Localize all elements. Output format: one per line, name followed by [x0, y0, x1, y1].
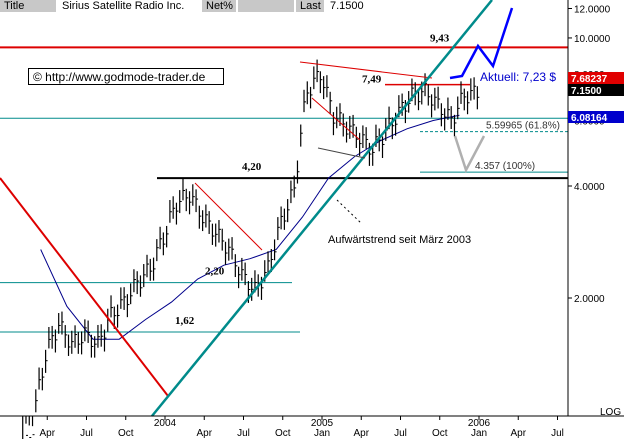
x-tick-label: Apr	[353, 428, 369, 439]
level-label: 4,20	[242, 161, 262, 173]
x-year-label: 2004	[154, 418, 177, 429]
level-label: 7,49	[362, 74, 382, 86]
x-tick-label: Jul	[394, 428, 407, 439]
x-tick-label: Oct	[432, 428, 448, 439]
y-tick-label: 2.0000	[574, 294, 605, 305]
price-badge	[568, 72, 624, 84]
current-price-annotation: Aktuell: 7,23 $	[480, 70, 556, 84]
price-badge	[568, 84, 624, 96]
last-label: Last	[296, 0, 324, 12]
watermark: © http://www.godmode-trader.de	[28, 68, 224, 85]
x-tick-label: Apr	[39, 428, 55, 439]
x-tick-label: Oct	[275, 428, 291, 439]
last-value: 7.1500	[326, 0, 392, 12]
price-badge-label: 7.68237	[571, 74, 608, 85]
fib-label: 5.59965 (61.8%)	[486, 121, 560, 132]
x-tick-label: Jul	[80, 428, 93, 439]
forecast-path	[449, 7, 514, 80]
downtrend-line	[0, 177, 169, 397]
x-tick-label: Jul	[237, 428, 250, 439]
title-value: Sirius Satellite Radio Inc.	[58, 0, 200, 12]
channel-line	[317, 147, 366, 159]
x-year-label: 2005	[311, 418, 334, 429]
moving-average-line	[40, 114, 460, 340]
net-label: Net%	[202, 0, 236, 12]
x-tick-label: Apr	[510, 428, 526, 439]
resistance-line	[299, 61, 433, 79]
price-badge	[568, 111, 624, 123]
x-tick-label: Apr	[196, 428, 212, 439]
downtrend-line	[311, 97, 361, 141]
net-value	[238, 0, 294, 12]
y-tick-label: 10.0000	[574, 34, 611, 45]
correction-projection	[453, 135, 486, 174]
x-tick-label: Jan	[314, 428, 330, 439]
trend-annotation: Aufwärtstrend seit März 2003	[328, 234, 471, 246]
level-label: 1,62	[175, 315, 195, 327]
y-tick-label: 12.0000	[574, 4, 611, 15]
level-label: 2,20	[205, 266, 225, 278]
x-tick-label: Jan	[471, 428, 487, 439]
x-year-label: 2006	[468, 418, 491, 429]
uptrend-line	[151, 0, 493, 417]
x-tick-label: Oct	[118, 428, 134, 439]
downtrend-line	[194, 182, 263, 251]
level-label: 9,43	[430, 32, 450, 44]
y-tick-label: 4.0000	[574, 182, 605, 193]
fib-label: 4.357 (100%)	[475, 161, 535, 172]
title-label: Title	[0, 0, 56, 12]
annotation-pointer	[336, 199, 363, 225]
y-axis-label: LOG	[600, 407, 621, 418]
price-badge-label: 7.1500	[571, 86, 602, 97]
price-badge-label: 6.08164	[571, 113, 608, 124]
x-tick-label: Jul	[551, 428, 564, 439]
